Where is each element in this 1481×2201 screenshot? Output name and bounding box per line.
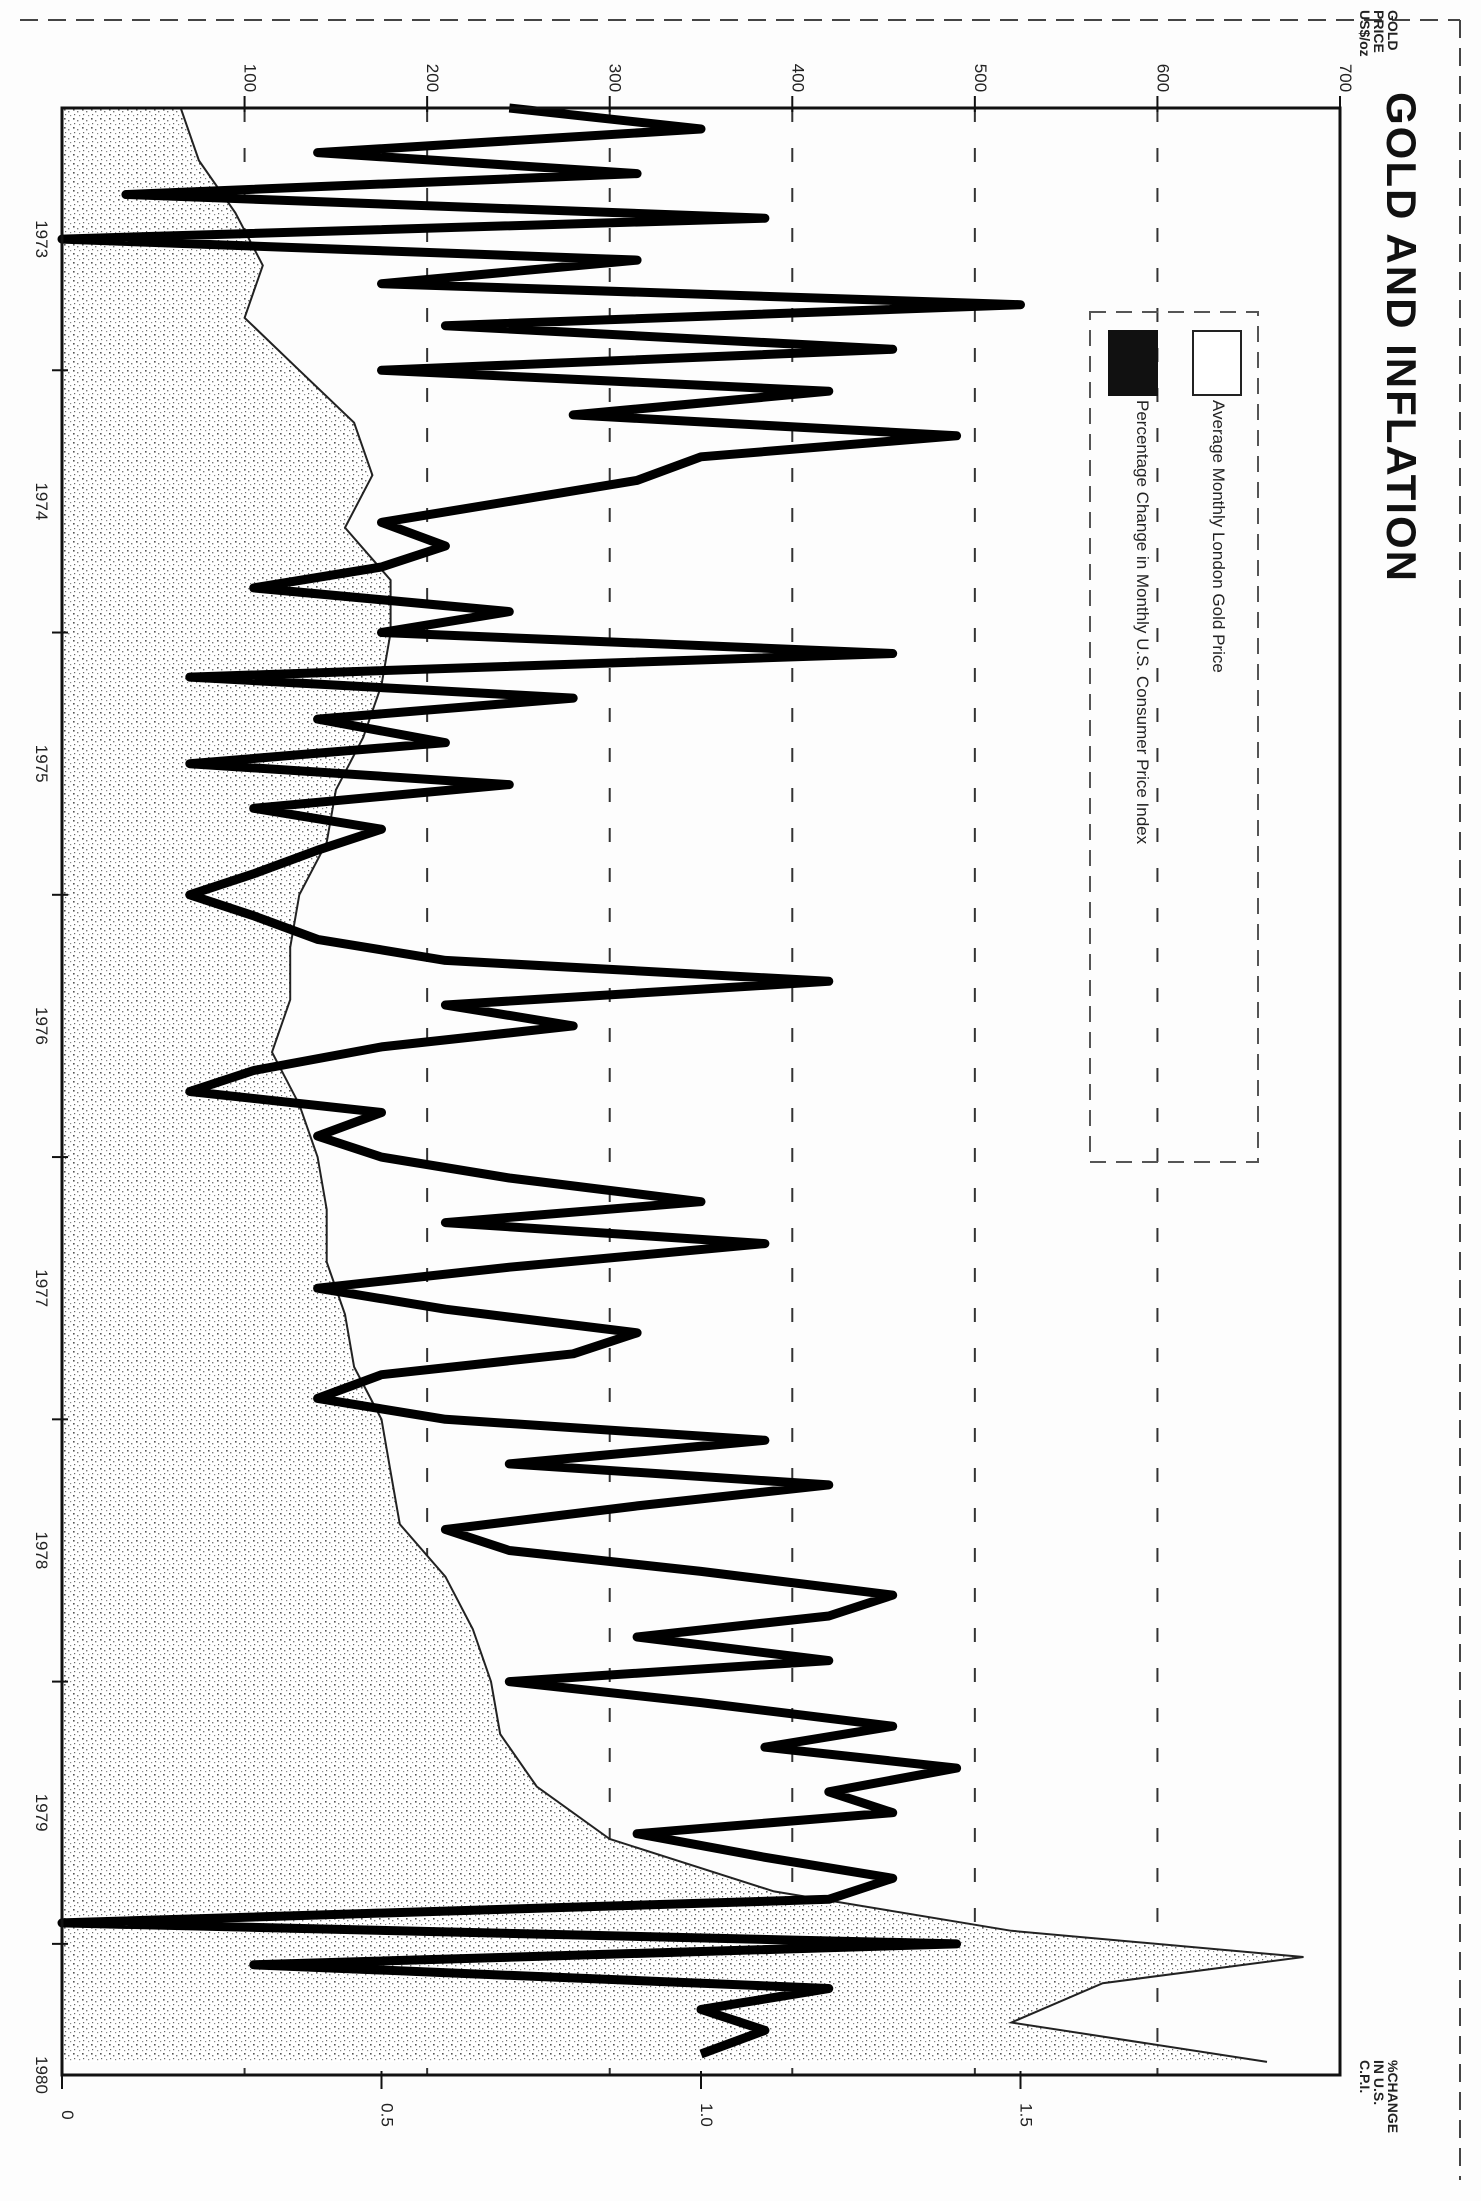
chart-title: GOLD AND INFLATION [1378,92,1425,583]
gold-tick-label-3: 400 [788,64,807,92]
legend-label-gold: Average Monthly London Gold Price [1209,400,1228,673]
cpi-tick-label-2: 1.0 [697,2103,716,2127]
cpi-tick-label-3: 1.5 [1017,2103,1036,2127]
gold-tick-label-1: 200 [423,64,442,92]
year-tick-label-3: 1976 [32,1007,51,1045]
gold-tick-label-5: 600 [1153,64,1172,92]
year-tick-label-6: 1979 [32,1794,51,1832]
cpi-change-line [57,103,1025,2059]
year-tick-label-5: 1978 [32,1532,51,1570]
cpi-axis-title-line-3: C.P.I. [1357,2060,1373,2094]
legend-swatch-gold [1192,330,1242,396]
year-tick-label-7: 1980 [32,2056,51,2094]
gold-axis-title: GOLD PRICE US$/oz [1357,10,1401,57]
gold-tick-label-6: 700 [1336,64,1355,92]
cpi-tick-label-1: 0.5 [378,2103,397,2127]
cpi-axis-title: %CHANGE IN U.S. C.P.I. [1357,2060,1401,2134]
gold-price-line [179,107,1304,2063]
cpi-axis-title-line-2: IN U.S. [1371,2060,1387,2106]
gold-tick-label-2: 300 [606,64,625,92]
legend-box [1089,311,1259,1163]
year-tick-label-4: 1977 [32,1269,51,1307]
cpi-axis-title-line-1: %CHANGE [1385,2060,1401,2134]
gold-axis-title-line-2: PRICE [1371,10,1387,53]
gold-axis-title-line-1: GOLD [1385,10,1401,51]
legend-swatch-cpi [1108,330,1158,396]
legend-label-cpi: Percentage Change in Monthly U.S. Consum… [1133,400,1152,845]
gold-axis-title-line-3: US$/oz [1357,10,1373,57]
cpi-tick-label-0: 0 [58,2110,77,2119]
year-tick-label-0: 1973 [32,220,51,258]
gold-tick-label-0: 100 [241,64,260,92]
year-tick-label-2: 1975 [32,745,51,783]
gold-tick-label-4: 500 [971,64,990,92]
year-tick-label-1: 1974 [32,482,51,520]
